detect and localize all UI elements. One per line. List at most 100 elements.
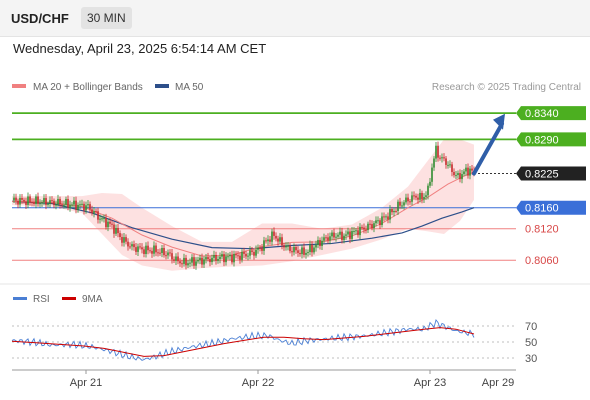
candle-body: [175, 256, 177, 261]
candle-body: [415, 195, 417, 198]
rsi-chart: 70 50 30: [11, 318, 537, 365]
candle-body: [33, 202, 35, 205]
candle-body: [273, 231, 275, 236]
candle-body: [105, 218, 107, 228]
candle-body: [95, 211, 97, 213]
candle-body: [447, 164, 449, 166]
candle-body: [269, 239, 271, 242]
candle-body: [217, 258, 219, 261]
candle-body: [59, 198, 61, 205]
candle-body: [39, 203, 41, 205]
candle-body: [471, 168, 473, 171]
candle-body: [79, 204, 81, 206]
candle-body: [377, 220, 379, 222]
candle-body: [441, 157, 443, 159]
candle-body: [213, 255, 215, 258]
ma50-legend-swatch: [155, 84, 169, 88]
candle-body: [207, 257, 209, 260]
candle-body: [337, 234, 339, 237]
datetime-label: Wednesday, April 23, 2025 6:54:14 AM CET: [13, 41, 267, 56]
candle-body: [295, 247, 297, 251]
candle-body: [461, 174, 463, 180]
candle-body: [299, 252, 301, 255]
candle-body: [141, 247, 143, 250]
candle-body: [347, 231, 349, 235]
candle-body: [241, 252, 243, 260]
candle-body: [107, 221, 109, 228]
candle-body: [225, 256, 227, 263]
candle-body: [451, 164, 453, 173]
candle-body: [311, 244, 313, 253]
candle-body: [165, 255, 167, 257]
candle-body: [159, 252, 161, 254]
ma50-line: [11, 200, 475, 250]
candle-body: [425, 195, 427, 197]
candle-body: [177, 256, 179, 262]
candle-body: [127, 241, 129, 247]
candle-body: [47, 203, 49, 205]
candle-body: [329, 236, 331, 241]
candle-body: [281, 237, 283, 246]
candle-body: [17, 200, 19, 205]
candle-body: [221, 254, 223, 257]
candle-body: [467, 167, 469, 176]
candle-body: [313, 247, 315, 253]
projection-arrow: [472, 121, 504, 176]
candle-body: [195, 261, 197, 266]
x-tick-label-1: Apr 22: [242, 377, 274, 389]
candle-body: [399, 201, 401, 206]
candle-body: [333, 232, 335, 238]
candle-body: [201, 257, 203, 265]
candle-body: [153, 245, 155, 254]
candle-body: [205, 257, 207, 260]
candle-body: [427, 185, 429, 196]
candle-body: [383, 216, 385, 218]
ma20-legend-label: MA 20 + Bollinger Bands: [33, 82, 143, 93]
candle-body: [87, 204, 89, 206]
price-label-0: 0.8340: [525, 108, 559, 120]
candle-body: [233, 254, 235, 263]
candle-body: [403, 202, 405, 206]
candle-body: [237, 255, 239, 257]
candle-body: [397, 201, 399, 212]
candle-body: [285, 246, 287, 248]
candle-body: [15, 197, 17, 201]
candle-body: [255, 249, 257, 256]
candle-body: [417, 197, 419, 200]
candle-body: [235, 254, 237, 256]
candle-body: [277, 238, 279, 242]
price-tag-resistance-0: [516, 106, 586, 121]
candle-body: [71, 204, 73, 206]
candle-body: [319, 240, 321, 246]
candle-body: [61, 204, 63, 206]
candle-body: [113, 224, 115, 234]
x-axis: Apr 21 Apr 22 Apr 23 Apr 29: [70, 370, 514, 389]
rsi-tick-label-0: 70: [525, 321, 537, 333]
candle-body: [401, 205, 403, 207]
timeframe-button[interactable]: 30 MIN: [81, 7, 132, 29]
candle-body: [155, 245, 157, 253]
candle-body: [369, 223, 371, 225]
candle-body: [355, 230, 357, 232]
candle-body: [143, 249, 145, 254]
candle-body: [325, 237, 327, 239]
candle-body: [229, 254, 231, 257]
candle-body: [453, 172, 455, 176]
candle-body: [45, 198, 47, 205]
candle-body: [75, 200, 77, 210]
candle-body: [339, 231, 341, 235]
candle-body: [309, 244, 311, 253]
candle-body: [331, 232, 333, 237]
candle-body: [123, 237, 125, 243]
candle-body: [335, 236, 337, 238]
rsi-legend-label: RSI: [33, 294, 50, 305]
candle-body: [357, 230, 359, 236]
candle-body: [247, 255, 249, 257]
candle-body: [445, 158, 447, 165]
candle-body: [69, 204, 71, 208]
candle-body: [265, 240, 267, 242]
candle-body: [29, 196, 31, 203]
candle-body: [305, 252, 307, 255]
candle-body: [91, 209, 93, 214]
